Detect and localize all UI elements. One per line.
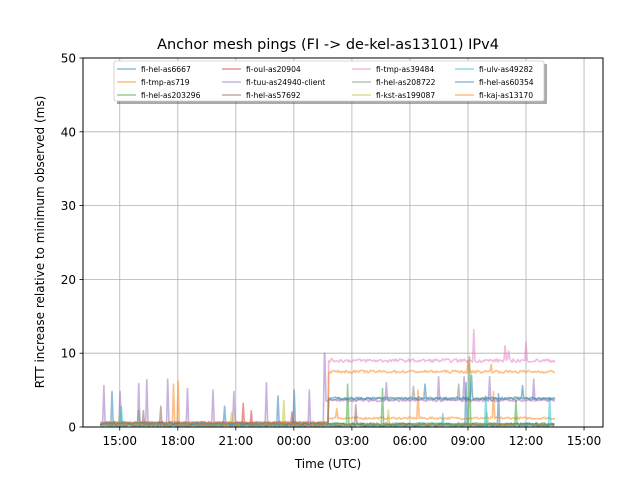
x-tick-label: 09:00 bbox=[451, 434, 486, 448]
x-tick-label: 12:00 bbox=[509, 434, 544, 448]
x-tick-label: 15:00 bbox=[567, 434, 602, 448]
plot-lines bbox=[99, 328, 556, 428]
x-tick-label: 03:00 bbox=[335, 434, 370, 448]
legend-label: fi-tmp-as39484 bbox=[376, 65, 434, 74]
legend-label: fi-hel-as6667 bbox=[141, 65, 191, 74]
y-tick-label: 30 bbox=[61, 199, 76, 213]
legend-box bbox=[113, 60, 545, 102]
x-tick-label: 15:00 bbox=[102, 434, 137, 448]
legend: fi-hel-as6667 fi-tmp-as719 fi-hel-as203296… bbox=[113, 60, 547, 104]
x-tick-label: 00:00 bbox=[277, 434, 312, 448]
chart-title: Anchor mesh pings (FI -> de-kel-as13101)… bbox=[157, 37, 499, 53]
legend-label: fi-kst-as199087 bbox=[376, 91, 435, 100]
legend-label: fi-hel-as208722 bbox=[376, 78, 436, 87]
series-line-fi-ulv-as49282 bbox=[99, 395, 555, 428]
legend-label: fi-hel-as203296 bbox=[141, 91, 201, 100]
x-tick-label: 18:00 bbox=[160, 434, 195, 448]
legend-label: fi-tuu-as24940-client bbox=[246, 78, 325, 87]
legend-label: fi-kaj-as13170 bbox=[479, 91, 533, 100]
legend-label: fi-hel-as57692 bbox=[246, 91, 301, 100]
legend-label: fi-ulv-as49282 bbox=[479, 65, 533, 74]
legend-label: fi-oul-as20904 bbox=[246, 65, 301, 74]
y-tick-label: 40 bbox=[61, 125, 76, 139]
x-tick-label: 21:00 bbox=[219, 434, 254, 448]
y-tick-label: 20 bbox=[61, 273, 76, 287]
plot-frame bbox=[82, 57, 604, 428]
series-line-fi-kaj-as13170 bbox=[100, 359, 556, 426]
x-axis-label: Time (UTC) bbox=[294, 457, 361, 471]
y-axis-ticks: 0 10 20 30 40 50 bbox=[61, 52, 83, 435]
x-tick-label: 06:00 bbox=[393, 434, 428, 448]
y-tick-label: 50 bbox=[61, 52, 76, 66]
y-tick-label: 10 bbox=[61, 347, 76, 361]
y-axis-label: RTT increase relative to minimum observe… bbox=[33, 96, 47, 389]
y-tick-label: 0 bbox=[68, 421, 76, 435]
x-axis-ticks: 15:00 18:00 21:00 00:00 03:00 06:00 09:00 12:00… bbox=[102, 427, 601, 448]
legend-label: fi-hel-as60354 bbox=[479, 78, 534, 87]
legend-label: fi-tmp-as719 bbox=[141, 78, 190, 87]
